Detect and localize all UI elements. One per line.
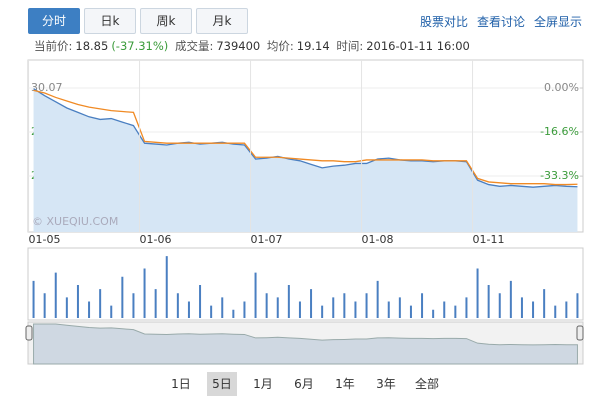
price-area	[33, 88, 578, 232]
volume-bar	[143, 268, 146, 318]
volume-bar	[221, 297, 224, 318]
volume-bar	[365, 293, 368, 318]
volume-bar	[332, 297, 335, 318]
volume-bar	[565, 301, 568, 318]
watermark: © XUEQIU.COM	[32, 215, 118, 228]
info-value: 739400	[216, 39, 261, 53]
period-button[interactable]: 全部	[414, 377, 439, 391]
average-line	[33, 89, 578, 186]
volume-bar	[32, 280, 35, 318]
volume-bar	[310, 289, 313, 318]
x-tick-label: 01-07	[251, 233, 283, 246]
volume-bar	[487, 285, 490, 318]
volume-bar	[409, 305, 412, 318]
tab[interactable]: 周k	[140, 8, 192, 34]
volume-bar	[65, 297, 68, 318]
period-button[interactable]: 1月	[253, 377, 273, 391]
info-value: 19.14	[296, 39, 330, 53]
y2-tick-label: 0.00%	[544, 81, 579, 94]
link[interactable]: 查看讨论	[477, 15, 526, 29]
price-line	[33, 88, 578, 188]
info-label: 均价:	[266, 39, 294, 53]
volume-bar	[99, 289, 102, 318]
volume-bar	[132, 293, 135, 318]
volume-bar	[376, 280, 379, 318]
x-tick-label: 01-06	[140, 233, 172, 246]
volume-bar	[465, 297, 468, 318]
volume-bar	[187, 301, 190, 318]
volume-bar	[520, 297, 523, 318]
volume-frame	[27, 247, 584, 321]
volume-bar	[354, 301, 357, 318]
y2-tick-label: -16.6%	[540, 125, 579, 138]
volume-bar	[476, 268, 479, 318]
volume-bar	[165, 256, 168, 318]
volume-bar	[254, 272, 257, 318]
x-tick-label: 01-05	[29, 233, 61, 246]
volume-bar	[110, 305, 113, 318]
info-label: 成交量:	[174, 39, 214, 53]
volume-bar	[210, 305, 213, 318]
period-button[interactable]: 3年	[376, 377, 396, 391]
period-button[interactable]: 5日	[207, 372, 237, 396]
volume-bar	[287, 285, 290, 318]
volume-bar	[154, 289, 157, 318]
navigator-handle	[25, 325, 33, 341]
volume-bar	[387, 301, 390, 318]
volume-bar	[298, 301, 301, 318]
volume-bar	[543, 289, 546, 318]
x-tick-label: 01-11	[473, 233, 505, 246]
link[interactable]: 全屏显示	[534, 15, 583, 29]
info-label: 时间:	[336, 39, 364, 53]
volume-bar	[576, 293, 579, 318]
info-label: 当前价:	[34, 39, 73, 53]
volume-bar	[398, 297, 401, 318]
chart: 30.0725.0720.070.00%-16.6%-33.3%© XUEQIU…	[25, 59, 584, 365]
volume-bar	[321, 305, 324, 318]
volume-bar	[43, 293, 46, 318]
info-change: (-37.31%)	[111, 39, 169, 53]
tab[interactable]: 月k	[196, 8, 248, 34]
link[interactable]: 股票对比	[420, 15, 469, 29]
navigator-area	[33, 323, 578, 365]
volume-bar	[88, 301, 91, 318]
volume-bar	[199, 285, 202, 318]
period-button[interactable]: 1日	[171, 377, 191, 391]
navigator-handle	[576, 325, 584, 341]
volume-bar	[232, 309, 235, 318]
volume-bar	[432, 309, 435, 318]
volume-bar	[343, 293, 346, 318]
volume-bar	[509, 280, 512, 318]
volume-bar	[532, 301, 535, 318]
volume-bar	[498, 293, 501, 318]
info-value: 18.85	[75, 39, 109, 53]
volume-bar	[443, 301, 446, 318]
volume-bar	[76, 285, 79, 318]
y-tick-label: 30.07	[31, 81, 63, 94]
volume-bar	[276, 297, 279, 318]
period-button[interactable]: 1年	[335, 377, 355, 391]
volume-bar	[243, 301, 246, 318]
x-tick-label: 01-08	[362, 233, 394, 246]
info-bar: 当前价: 18.85 (-37.31%) 成交量: 739400 均价: 19.14 时…	[34, 38, 473, 54]
volume-bar	[265, 293, 268, 318]
y2-tick-label: -33.3%	[540, 169, 579, 182]
tab[interactable]: 日k	[84, 8, 136, 34]
period-button[interactable]: 6月	[294, 377, 314, 391]
volume-bar	[554, 305, 557, 318]
tab[interactable]: 分时	[28, 8, 80, 34]
volume-bar	[421, 293, 424, 318]
volume-bar	[54, 272, 57, 318]
volume-bar	[121, 276, 124, 318]
info-value: 2016-01-11 16:00	[366, 39, 470, 53]
volume-bar	[454, 305, 457, 318]
volume-bar	[176, 293, 179, 318]
